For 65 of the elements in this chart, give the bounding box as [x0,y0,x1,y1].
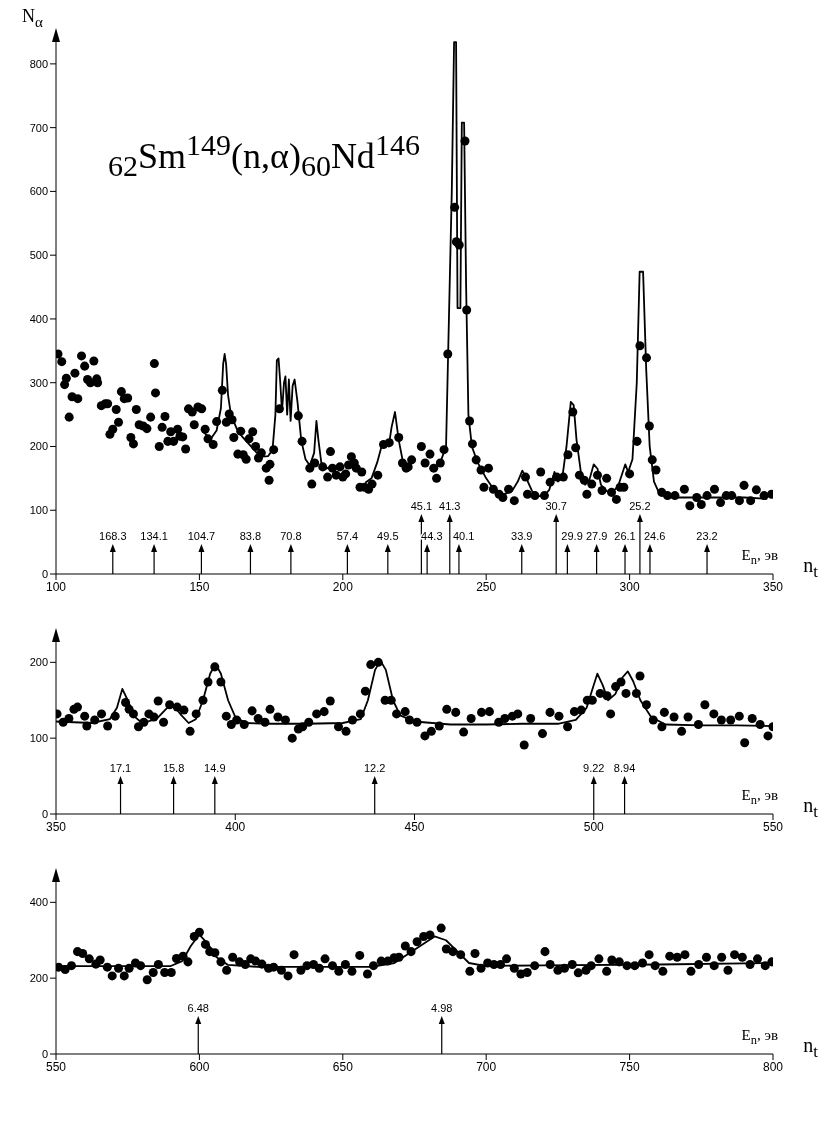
y-tick-label: 400 [29,896,48,909]
y-tick-label: 800 [29,57,48,70]
annotation: 14.9 [204,762,226,774]
x-tick-label: 250 [476,579,497,594]
text: $_{62}$Sm$^{149}$(n,α)$_{60}$Nd$^{146}$ [108,128,420,184]
x-tick-label: 400 [225,819,246,834]
annotation: 15.8 [162,762,185,774]
annotation: 49.5 [377,530,399,542]
x-tick-label: 800 [762,1059,784,1074]
annotation: E$_{n}$, эв [741,547,778,568]
annotation: 168.3 [99,530,127,542]
annotation: 12.2 [364,762,386,774]
annotation: 17.1 [109,762,132,774]
y-tick-label: 500 [29,249,48,262]
annotation: 45.1 [410,500,433,512]
annotation: 30.7 [545,500,567,512]
x-tick-label: 350 [762,579,784,594]
x-tick-label: 350 [45,819,67,834]
x-tick-label: 200 [332,579,354,594]
annotation: 26.1 [614,530,636,542]
annotation: 27.9 [585,530,608,542]
x-axis-title: n$_{t}$ [803,794,818,822]
x-tick-label: 600 [189,1059,210,1074]
x-axis-title: n$_{t}$ [803,1034,818,1062]
x-axis-title: n$_{t}$ [803,554,818,582]
x-tick-label: 550 [762,819,784,834]
annotation: 134.1 [140,530,168,542]
annotation: 57.4 [336,530,359,542]
x-tick-label: 750 [619,1059,640,1074]
y-axis-title: N$_{α}$ [22,6,43,31]
x-tick-label: 300 [619,579,640,594]
annotation: 83.8 [239,530,262,542]
annotation: 33.9 [511,530,533,542]
annotation: 70.8 [280,530,302,542]
annotation: 25.2 [629,500,651,512]
annotation: 40.1 [452,530,475,542]
x-tick-label: 500 [583,819,605,834]
annotation: 8.94 [613,762,636,774]
annotation: 104.7 [187,530,216,542]
x-tick-label: 650 [332,1059,354,1074]
y-tick-label: 100 [29,732,48,745]
x-tick-label: 450 [404,819,425,834]
annotation: 29.9 [561,530,583,542]
y-tick-label: 400 [29,312,48,325]
y-tick-label: 100 [29,504,48,517]
y-tick-label: 200 [29,656,48,669]
annotation: 41.3 [439,500,461,512]
annotation: 24.6 [643,530,666,542]
annotation: 4.98 [431,1002,453,1014]
x-tick-label: 700 [476,1059,497,1074]
annotation: 9.22 [583,762,605,774]
annotation: E$_{n}$, эв [741,1027,778,1048]
y-tick-label: 600 [29,185,48,198]
y-tick-label: 200 [29,440,48,453]
x-tick-label: 150 [189,579,210,594]
y-tick-label: 0 [41,807,48,820]
y-tick-label: 0 [41,567,48,580]
x-tick-label: 550 [45,1059,67,1074]
annotation: 23.2 [696,530,718,542]
y-tick-label: 0 [41,1047,48,1060]
y-tick-label: 700 [29,121,48,134]
y-tick-label: 300 [29,376,48,389]
annotation: E$_{n}$, эв [741,787,778,808]
annotation: 6.48 [187,1002,209,1014]
y-tick-label: 200 [29,972,48,985]
